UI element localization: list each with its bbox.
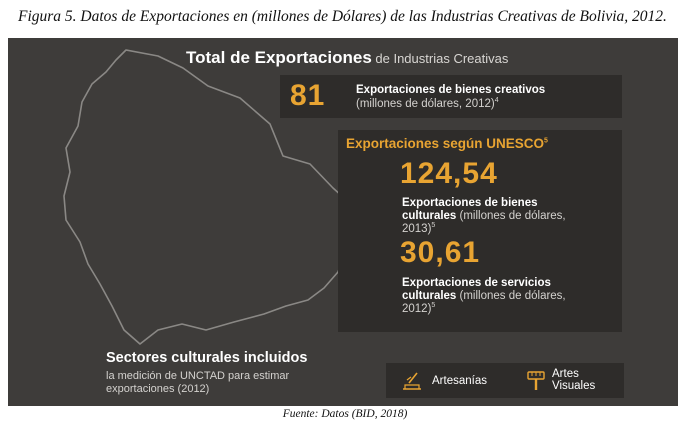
sectors-panel: Artesanías Artes Visuales bbox=[386, 363, 624, 398]
crafts-icon bbox=[403, 372, 421, 390]
infographic-title: Total de Exportaciones de Industrias Cre… bbox=[186, 48, 508, 68]
sector-label-crafts: Artesanías bbox=[432, 375, 487, 387]
sector-label-visual-arts: Artes Visuales bbox=[552, 368, 596, 392]
infographic: Total de Exportaciones de Industrias Cre… bbox=[8, 38, 678, 406]
source-note: Fuente: Datos (BID, 2018) bbox=[282, 408, 408, 420]
cultural-services-label: Exportaciones de servicios culturales (m… bbox=[402, 277, 566, 315]
cultural-services-value: 30,61 bbox=[400, 236, 481, 269]
total-exports-label: Exportaciones de bienes creativos (millo… bbox=[356, 84, 546, 110]
paint-brush-icon bbox=[527, 371, 545, 390]
cultural-goods-value: 124,54 bbox=[400, 157, 498, 190]
title-light: de Industrias Creativas bbox=[371, 51, 509, 66]
unesco-panel: Exportaciones según UNESCO5 124,54 Expor… bbox=[338, 130, 622, 332]
total-exports-value: 81 bbox=[290, 79, 326, 112]
figure-caption: Figura 5. Datos de Exportaciones en (mil… bbox=[18, 8, 667, 25]
sector-item-visual-arts: Artes Visuales bbox=[524, 363, 624, 398]
sectors-title: Sectores culturales incluidos bbox=[106, 350, 308, 366]
bolivia-map-outline bbox=[63, 49, 359, 345]
total-exports-panel: 81 Exportaciones de bienes creativos (mi… bbox=[280, 75, 622, 118]
title-bold: Total de Exportaciones bbox=[186, 48, 372, 67]
unesco-heading: Exportaciones según UNESCO5 bbox=[346, 136, 548, 151]
cultural-goods-label: Exportaciones de bienes culturales (mill… bbox=[402, 197, 566, 235]
sectors-subtitle: la medición de UNCTAD para estimar expor… bbox=[106, 370, 290, 395]
sector-item-crafts: Artesanías bbox=[400, 363, 510, 398]
